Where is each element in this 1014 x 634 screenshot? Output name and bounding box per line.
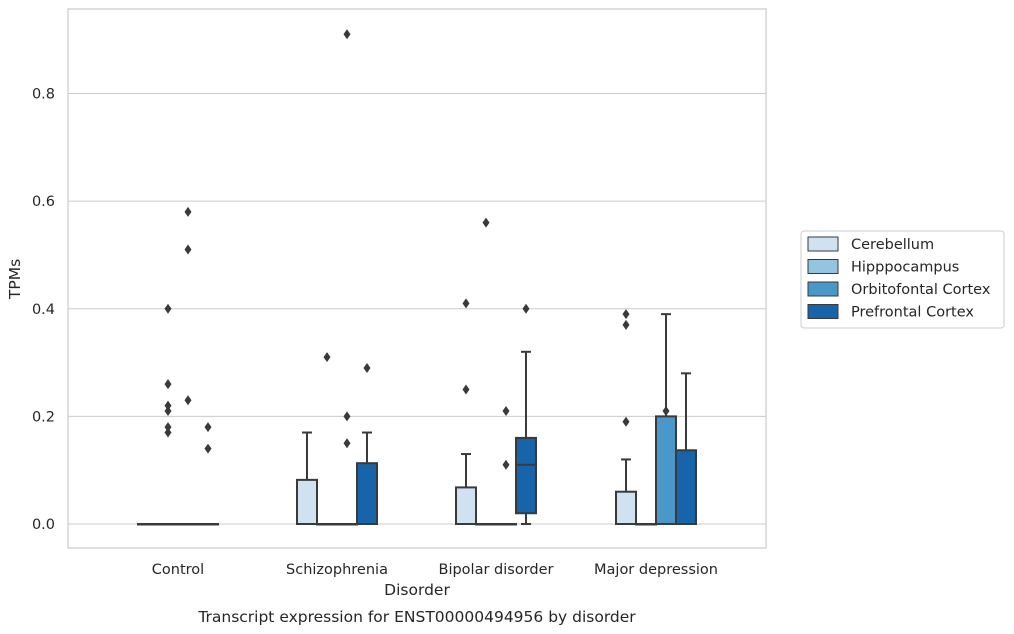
box-2-2 xyxy=(495,405,517,526)
y-axis-label: TPMs xyxy=(6,259,24,300)
box-0-3 xyxy=(197,422,219,526)
outlier-point xyxy=(323,352,331,363)
outlier-point xyxy=(622,309,630,320)
y-tick-label: 0.4 xyxy=(32,302,55,318)
box-0-1 xyxy=(157,303,179,526)
x-axis-label: Disorder xyxy=(384,581,450,599)
box-2-3 xyxy=(515,303,537,525)
box-2-1 xyxy=(475,217,497,526)
outlier-point xyxy=(343,438,351,449)
y-tick-label: 0.8 xyxy=(32,87,55,103)
outlier-point xyxy=(184,244,192,255)
legend-label: Prefrontal Cortex xyxy=(851,305,974,321)
legend-label: Hipppocampus xyxy=(851,260,959,276)
box-1-3 xyxy=(356,362,378,525)
box-0-0 xyxy=(137,523,159,526)
legend-swatch xyxy=(807,236,839,252)
box-0-2 xyxy=(177,206,199,526)
outlier-point xyxy=(164,427,172,438)
outlier-point xyxy=(164,405,172,416)
outlier-point xyxy=(343,29,351,40)
box-3-1 xyxy=(635,523,657,526)
y-tick-label: 0.2 xyxy=(32,409,55,425)
outlier-point xyxy=(204,443,212,454)
box-body xyxy=(615,490,637,525)
outlier-point xyxy=(462,384,470,395)
outlier-point xyxy=(363,362,371,373)
legend-swatch xyxy=(807,259,839,274)
x-tick-label: Major depression xyxy=(594,562,718,578)
chart-caption: Transcript expression for ENST0000049495… xyxy=(197,608,636,626)
box-body xyxy=(356,462,378,525)
y-axis-ticks: 0.0 0.2 0.4 0.6 0.8 xyxy=(32,87,55,534)
legend-label: Cerebellum xyxy=(851,237,934,253)
box-body xyxy=(675,449,697,526)
box-3-3 xyxy=(675,372,697,526)
outlier-point xyxy=(184,206,192,217)
box-3-0 xyxy=(615,309,637,525)
box-1-0 xyxy=(296,431,318,525)
outlier-point xyxy=(462,298,470,309)
x-tick-label: Schizophrenia xyxy=(286,562,388,578)
box-2-0 xyxy=(455,298,477,525)
outlier-point xyxy=(502,459,510,470)
legend-label: Orbitofontal Cortex xyxy=(851,282,991,298)
outlier-point xyxy=(184,395,192,406)
y-tick-label: 0.6 xyxy=(32,194,55,210)
box-1-1 xyxy=(316,352,338,526)
x-tick-label: Bipolar disorder xyxy=(439,562,554,578)
outlier-point xyxy=(522,303,530,314)
box-body xyxy=(515,436,537,515)
legend-frame xyxy=(800,230,1005,329)
legend-swatch xyxy=(807,304,839,319)
outlier-point xyxy=(502,405,510,416)
x-axis-ticks: Control Schizophrenia Bipolar disorder Majo… xyxy=(152,562,718,578)
outlier-point xyxy=(164,379,172,390)
outlier-point xyxy=(164,303,172,314)
outlier-point xyxy=(343,411,351,422)
outlier-point xyxy=(164,422,172,433)
outlier-point xyxy=(622,319,630,330)
outlier-point xyxy=(662,405,670,416)
outlier-point xyxy=(164,400,172,411)
legend-swatch xyxy=(807,281,839,297)
x-tick-label: Control xyxy=(152,562,204,578)
box-body xyxy=(455,486,477,525)
legend: Cerebellum Hipppocampus Orbitofontal Corte… xyxy=(800,230,1005,329)
box-1-2 xyxy=(336,29,358,526)
box-body xyxy=(655,415,677,525)
outlier-point xyxy=(204,422,212,433)
box-body xyxy=(296,478,318,525)
y-tick-label: 0.0 xyxy=(32,517,55,533)
outlier-point xyxy=(482,217,490,228)
box-plot-marks xyxy=(137,29,697,526)
plot-area-frame xyxy=(67,8,767,549)
outlier-point xyxy=(622,416,630,427)
box-3-2 xyxy=(655,313,677,525)
